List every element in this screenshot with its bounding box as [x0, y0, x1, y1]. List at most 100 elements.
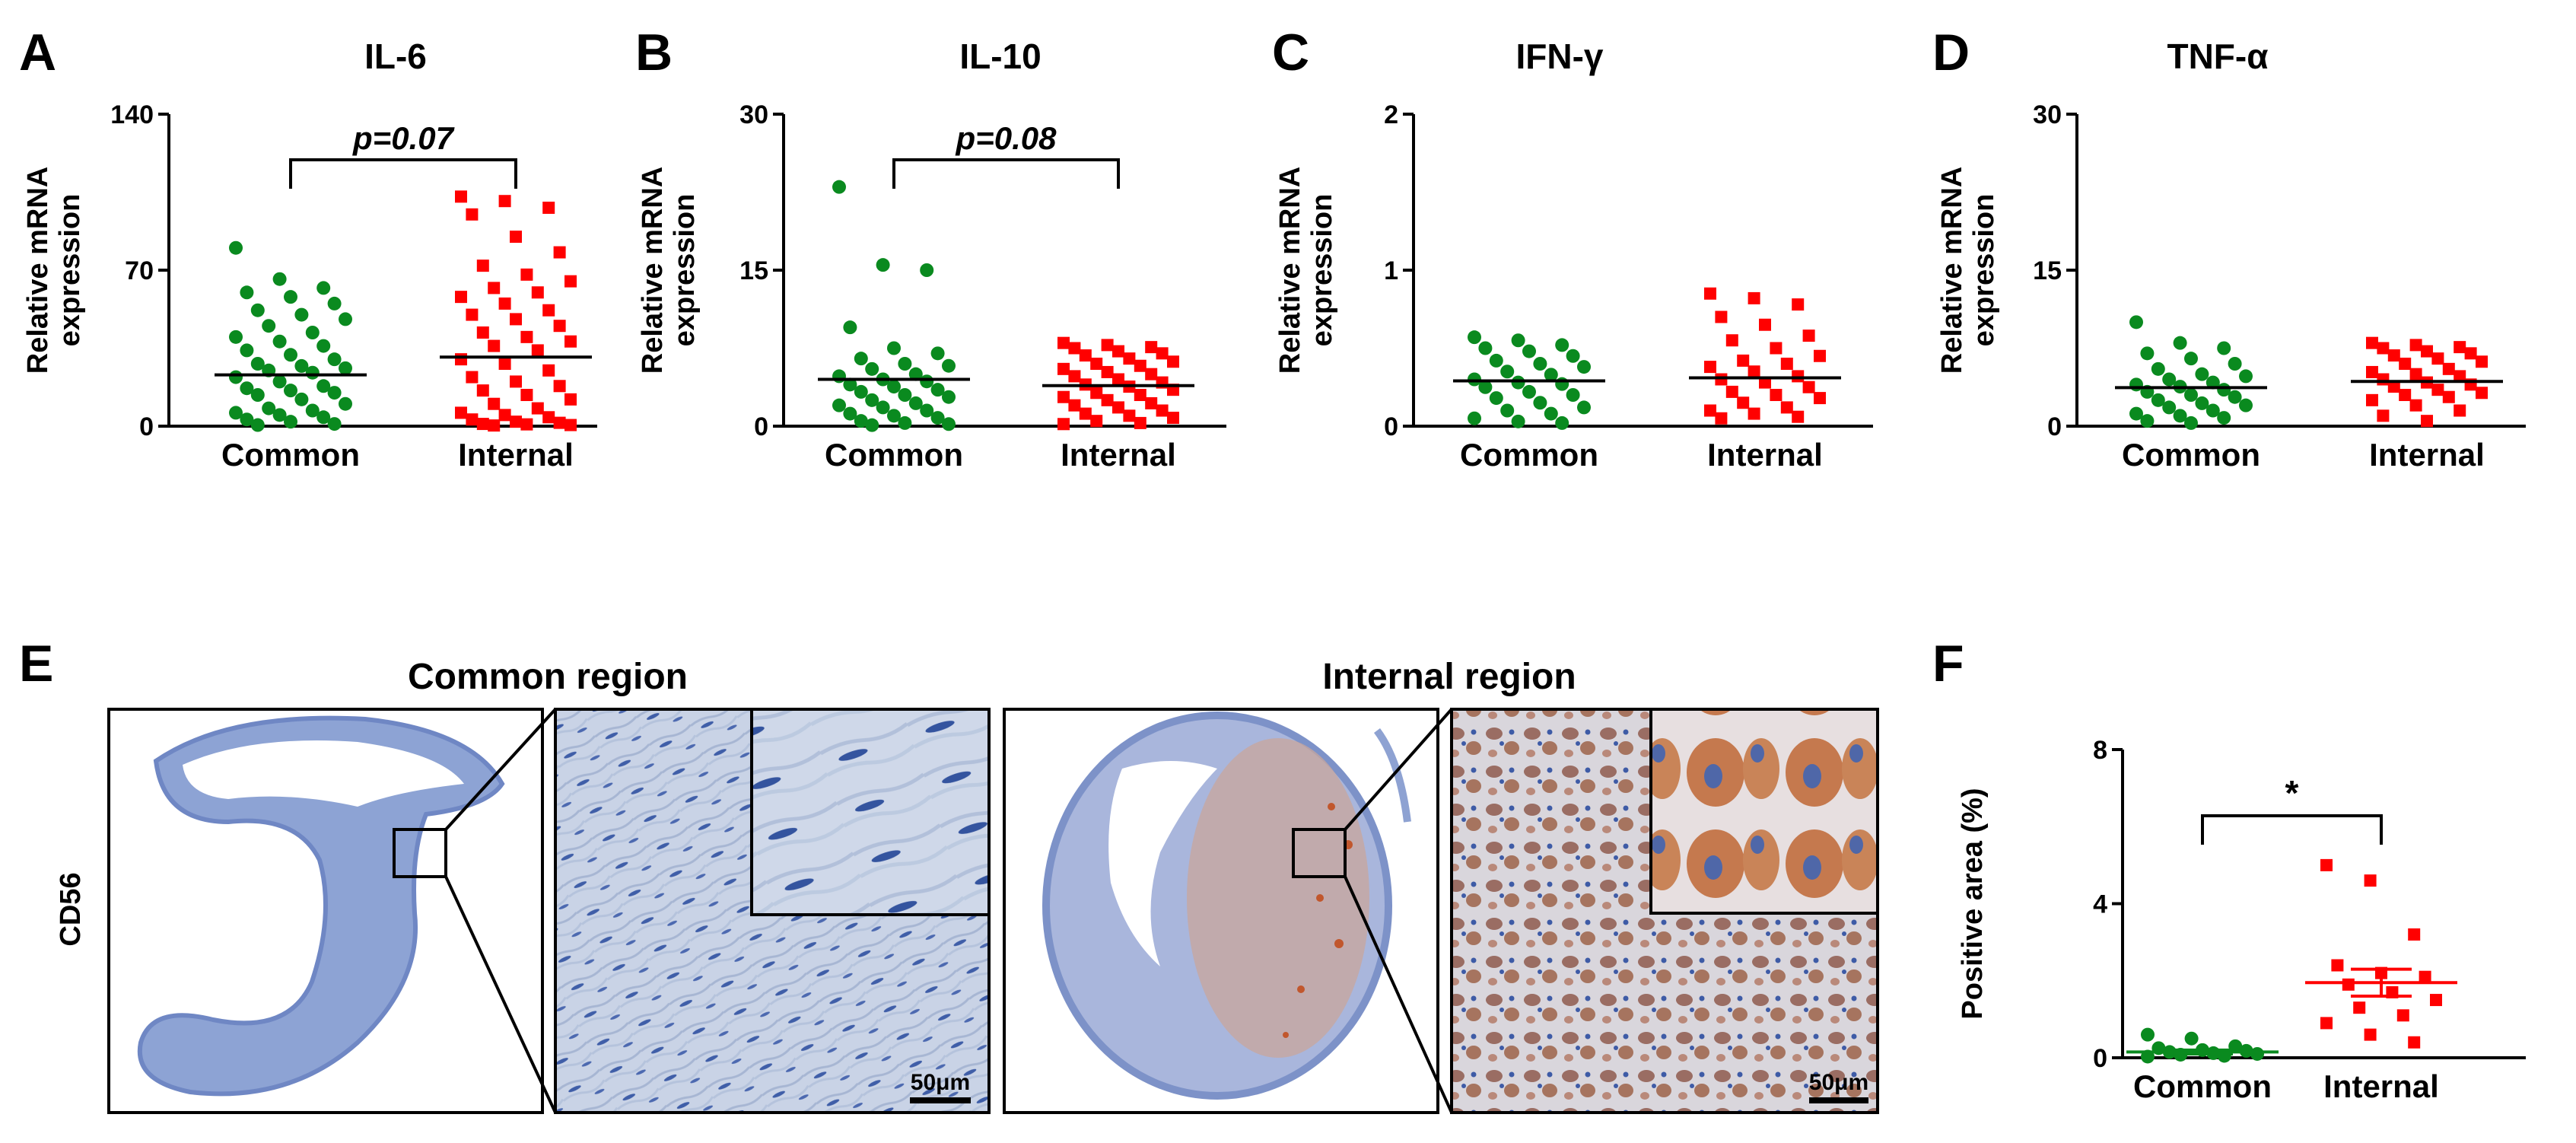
data-point-internal	[553, 380, 566, 393]
data-point-common	[898, 388, 912, 402]
data-point-internal	[1123, 409, 1136, 422]
y-tick-label: 8	[2093, 736, 2107, 765]
data-point-internal	[1704, 287, 1716, 300]
data-point-internal	[1068, 342, 1081, 355]
common-tissue-section	[137, 715, 505, 1097]
data-point-common	[1478, 341, 1493, 355]
data-point-common	[2129, 406, 2143, 421]
data-point-internal	[1814, 392, 1826, 405]
y-axis-label: Relative mRNA	[22, 167, 54, 374]
x-category-label: Common	[1460, 437, 1598, 473]
data-point-common	[2250, 1046, 2264, 1061]
internal-zoom-box	[1292, 828, 1347, 878]
data-point-common	[942, 417, 956, 431]
data-point-common	[272, 374, 287, 389]
data-point-common	[2217, 411, 2231, 425]
cd56-row-label: CD56	[55, 872, 87, 946]
data-point-internal	[1079, 349, 1092, 362]
significance-bracket	[892, 158, 1120, 189]
data-point-internal	[1748, 407, 1760, 420]
data-point-internal	[2331, 959, 2344, 972]
data-point-internal	[2431, 352, 2444, 365]
data-point-common	[250, 418, 265, 432]
data-point-internal	[1715, 310, 1728, 323]
data-point-common	[2184, 388, 2198, 402]
data-point-common	[930, 411, 945, 425]
data-point-internal	[1112, 345, 1124, 358]
data-point-internal	[531, 286, 544, 299]
data-point-common	[2129, 315, 2143, 330]
data-point-internal	[476, 418, 489, 431]
data-point-common	[854, 414, 868, 428]
common-region-label: Common region	[408, 657, 688, 697]
data-point-internal	[2430, 994, 2442, 1007]
y-axis-label: expression	[54, 194, 86, 347]
data-point-internal	[455, 190, 467, 203]
data-point-internal	[564, 275, 577, 288]
data-point-common	[920, 403, 934, 418]
data-point-internal	[520, 330, 533, 343]
data-point-internal	[2387, 349, 2400, 362]
data-point-common	[229, 406, 243, 420]
data-point-common	[2184, 1031, 2199, 1046]
y-axis-label: expression	[669, 194, 701, 347]
histology-panel: CD56 Common region Internal region 50μm …	[55, 657, 1879, 1114]
data-point-internal	[1725, 334, 1738, 347]
y-tick-label: 30	[739, 100, 768, 129]
data-point-common	[240, 343, 254, 358]
data-point-common	[1555, 338, 1569, 352]
data-point-common	[316, 379, 331, 393]
data-point-internal	[1112, 401, 1124, 414]
data-point-common	[2195, 367, 2209, 381]
chart-title: IL-10	[959, 37, 1041, 76]
data-point-internal	[2454, 404, 2466, 417]
data-point-internal	[2431, 384, 2444, 396]
data-point-common	[1468, 372, 1481, 387]
data-point-common	[920, 263, 934, 277]
data-point-internal	[2409, 368, 2422, 380]
data-point-internal	[1770, 389, 1783, 401]
data-point-internal	[2442, 362, 2455, 375]
data-point-internal	[510, 415, 522, 428]
y-tick-label: 2	[1384, 100, 1398, 129]
data-point-internal	[1770, 342, 1783, 355]
data-point-internal	[2399, 358, 2412, 370]
data-point-common	[1468, 330, 1481, 345]
data-point-internal	[488, 282, 501, 295]
data-point-common	[898, 357, 912, 371]
data-point-internal	[1145, 368, 1158, 380]
x-category-label: Internal	[1061, 437, 1176, 473]
data-point-common	[339, 396, 352, 411]
data-point-common	[887, 380, 901, 394]
data-point-internal	[1737, 354, 1750, 367]
data-point-internal	[2364, 1028, 2377, 1041]
panel-letter-f: F	[1932, 635, 1964, 692]
data-point-internal	[1057, 362, 1070, 375]
y-tick-label: 0	[139, 412, 154, 441]
data-point-internal	[2419, 970, 2431, 983]
data-point-internal	[1715, 412, 1728, 425]
data-point-common	[1577, 400, 1591, 415]
data-point-common	[2217, 341, 2231, 355]
data-point-common	[865, 361, 879, 376]
data-point-internal	[1090, 415, 1103, 428]
data-point-common	[2239, 369, 2253, 384]
data-point-common	[2228, 390, 2242, 404]
data-point-internal	[542, 202, 555, 214]
data-point-internal	[488, 397, 501, 410]
data-point-internal	[531, 344, 544, 357]
data-point-internal	[1792, 370, 1805, 383]
data-point-internal	[2364, 874, 2377, 887]
data-point-common	[316, 281, 331, 295]
data-point-common	[1511, 333, 1525, 348]
data-point-internal	[455, 353, 467, 366]
data-point-common	[305, 365, 320, 380]
data-point-internal	[1156, 404, 1169, 417]
data-point-common	[1511, 375, 1525, 390]
data-point-internal	[520, 418, 533, 431]
internal-scale-label: 50μm	[1809, 1070, 1868, 1095]
data-point-common	[876, 400, 890, 415]
data-point-internal	[2409, 339, 2422, 352]
significance-bracket	[289, 158, 517, 189]
data-point-internal	[455, 291, 467, 304]
